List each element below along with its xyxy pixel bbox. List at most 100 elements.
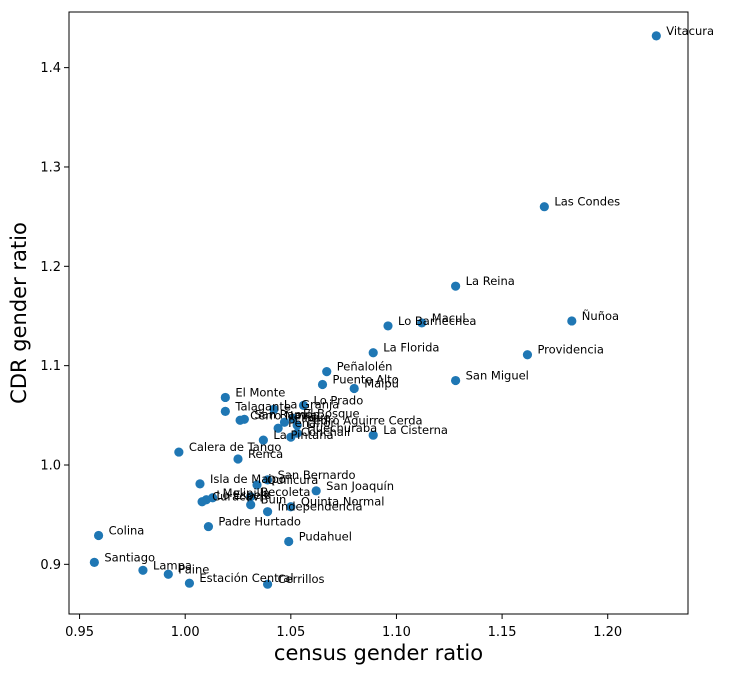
data-point — [163, 569, 173, 579]
point-label: Las Condes — [554, 195, 620, 209]
point-label: San Ramón — [254, 407, 320, 421]
point-label: Estación Central — [199, 571, 293, 585]
data-point — [286, 432, 296, 442]
x-tick-label: 1.05 — [276, 625, 305, 640]
y-tick-label: 1.1 — [40, 359, 61, 374]
data-point — [235, 415, 245, 425]
point-label: Paine — [178, 562, 209, 576]
point-label: La Florida — [383, 341, 439, 355]
data-point — [269, 404, 279, 414]
point-label: Independencia — [278, 500, 363, 514]
point-label: Colina — [109, 524, 145, 538]
data-point — [288, 413, 298, 423]
x-axis-label: census gender ratio — [274, 641, 483, 665]
point-label: Puente Alto — [333, 373, 399, 387]
point-label: Curacaví — [212, 490, 263, 504]
point-label: Huechuraba — [307, 421, 377, 435]
y-tick-label: 0.9 — [40, 558, 61, 573]
point-label: El Monte — [235, 385, 285, 399]
point-label: Renca — [248, 447, 283, 461]
points-layer — [89, 31, 661, 589]
point-label: Peñaflor — [288, 416, 335, 430]
point-label: San Bernardo — [278, 468, 356, 482]
data-point — [174, 447, 184, 457]
data-point — [220, 392, 230, 403]
point-label: Pirque — [294, 410, 330, 424]
point-label: Melipilla — [223, 486, 270, 500]
point-label: Pudahuel — [299, 529, 352, 543]
data-point — [203, 521, 214, 532]
y-tick-label: 1.0 — [40, 458, 61, 473]
data-point — [246, 492, 256, 502]
plot-frame — [68, 11, 689, 615]
point-label: La Reina — [466, 274, 515, 288]
point-label: Peñalolén — [337, 360, 393, 374]
data-point — [522, 350, 533, 360]
point-label: Lo Espejo — [216, 488, 271, 502]
data-point — [651, 31, 661, 41]
point-label: Padre Hurtado — [218, 515, 301, 529]
point-label: Providencia — [537, 343, 603, 357]
data-point — [93, 530, 104, 541]
point-label: San Miguel — [466, 369, 529, 383]
x-tick-label: 1.15 — [488, 625, 517, 640]
y-tick-label: 1.3 — [40, 160, 61, 175]
point-label: Vitacura — [666, 24, 714, 38]
x-tick-label: 0.95 — [65, 625, 94, 640]
point-label: La Cisterna — [383, 423, 448, 437]
point-label: Recoleta — [261, 485, 311, 499]
data-point — [184, 578, 195, 588]
point-label: Calera de Tango — [189, 440, 282, 454]
data-point — [246, 500, 256, 510]
y-tick-label: 1.4 — [40, 61, 61, 76]
data-point — [298, 400, 309, 410]
data-point — [195, 479, 205, 489]
data-point — [451, 281, 461, 291]
point-label: Cerrillos — [278, 572, 325, 586]
data-point — [451, 375, 461, 386]
x-tick-label: 1.10 — [382, 625, 411, 640]
data-point — [317, 379, 328, 390]
data-point — [368, 348, 378, 358]
data-point — [138, 565, 148, 575]
data-point — [284, 536, 294, 547]
data-point — [258, 435, 268, 445]
x-axis-ticks: 0.95 1.00 1.05 1.10 1.15 1.20 — [65, 614, 622, 640]
y-tick-label: 1.2 — [40, 260, 61, 275]
point-label: Quinta Normal — [301, 495, 385, 509]
point-label: Lo Barnechea — [398, 314, 476, 328]
y-axis-ticks: 0.9 1.0 1.1 1.2 1.3 1.4 — [40, 61, 69, 573]
point-label: Cerro Navia — [250, 408, 318, 422]
data-point — [252, 480, 262, 490]
point-label: Santiago — [104, 550, 155, 564]
point-label: Macul — [432, 311, 466, 325]
data-point — [349, 383, 359, 394]
data-point — [539, 202, 549, 212]
x-tick-label: 1.20 — [593, 625, 622, 640]
point-label: Lo Prado — [314, 393, 364, 407]
point-label: Conchalí — [301, 425, 351, 439]
point-label: Pedro Aguirre Cerda — [307, 413, 422, 427]
data-point — [368, 430, 378, 440]
point-label: La Pintana — [273, 428, 333, 442]
point-label: Talagante — [234, 399, 291, 413]
data-point — [262, 475, 273, 485]
data-point — [286, 502, 296, 512]
data-point — [197, 497, 207, 507]
point-label: Lampa — [153, 558, 192, 572]
point-label: La Granja — [284, 397, 339, 411]
point-label: Isla de Maipo — [210, 472, 286, 486]
data-point — [292, 420, 302, 430]
data-point — [273, 423, 283, 433]
data-point — [279, 417, 290, 427]
data-point — [233, 454, 243, 464]
data-point — [311, 486, 321, 496]
data-point — [89, 557, 99, 567]
data-point — [417, 318, 427, 328]
data-point — [322, 367, 332, 377]
point-label: El Bosque — [303, 406, 360, 420]
x-tick-label: 1.00 — [171, 625, 200, 640]
y-axis-label: CDR gender ratio — [7, 222, 31, 404]
